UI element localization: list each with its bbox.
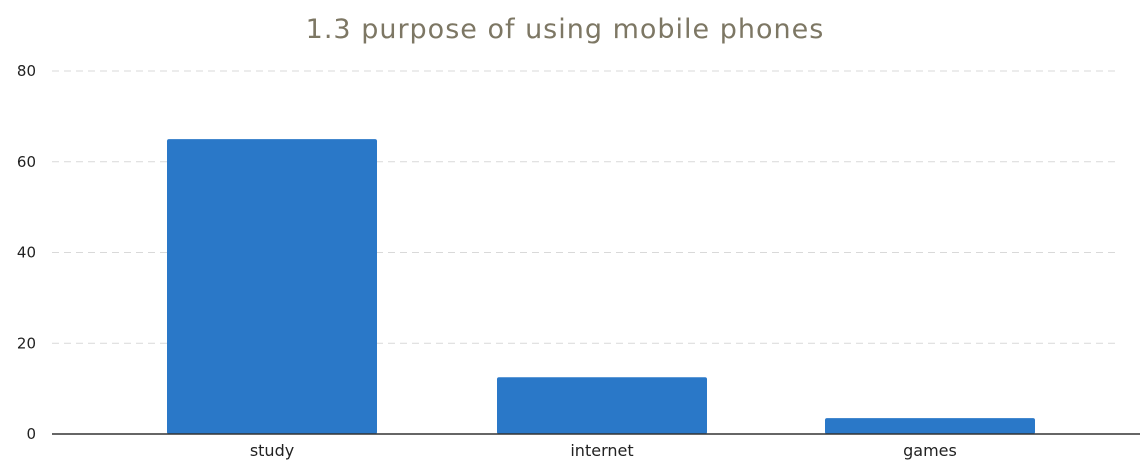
y-tick-label: 0 — [26, 425, 36, 443]
y-tick-label: 40 — [17, 244, 36, 262]
bar-games — [825, 418, 1035, 434]
x-category-label: study — [250, 441, 294, 460]
y-tick-label: 60 — [17, 153, 36, 171]
bar-study — [167, 139, 377, 434]
y-axis-tick-labels: 0 20 40 60 80 — [17, 62, 36, 443]
gridlines — [52, 70, 1120, 344]
bar-internet — [497, 377, 707, 434]
x-category-label: internet — [570, 441, 633, 460]
y-tick-label: 80 — [17, 62, 36, 80]
bars — [167, 139, 1035, 434]
x-axis-category-labels: study internet games — [250, 441, 957, 460]
chart-title: 1.3 purpose of using mobile phones — [306, 14, 825, 45]
y-tick-label: 20 — [17, 334, 36, 352]
x-category-label: games — [903, 441, 957, 460]
